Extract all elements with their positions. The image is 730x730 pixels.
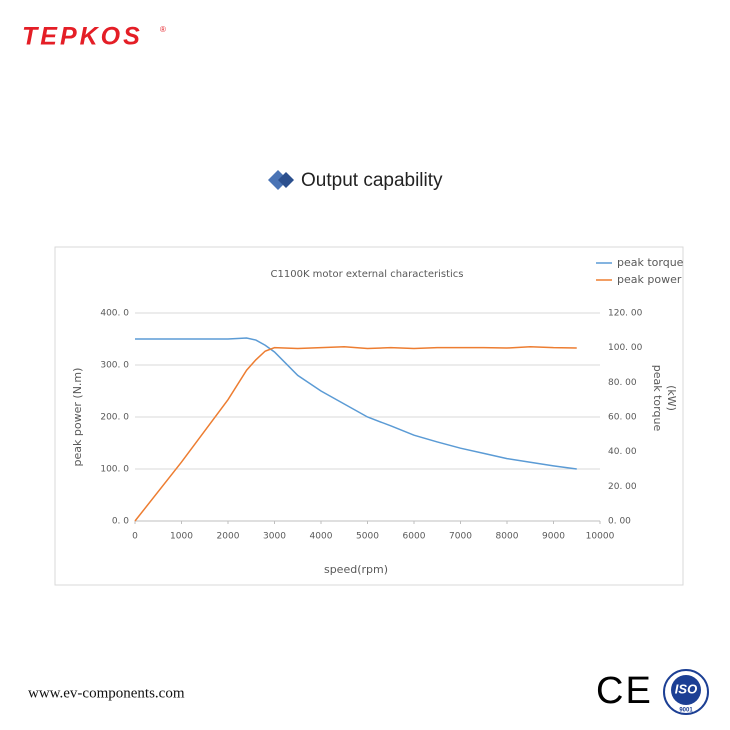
x-tick-label: 2000 — [217, 532, 240, 542]
chart: C1100K motor external characteristics 0. … — [71, 256, 684, 576]
legend-label: peak power — [617, 273, 682, 286]
heading-icon — [268, 170, 294, 190]
y-tick-label: 400. 0 — [100, 309, 129, 319]
x-tick-label: 9000 — [542, 532, 565, 542]
ce-mark: CE — [596, 670, 653, 712]
y2-tick-label: 100. 00 — [608, 343, 643, 353]
y-tick-label: 200. 0 — [100, 413, 129, 423]
x-tick-label: 4000 — [310, 532, 333, 542]
x-tick-label: 6000 — [403, 532, 426, 542]
y2-tick-label: 20. 00 — [608, 482, 637, 492]
x-tick-label: 0 — [132, 532, 138, 542]
x-tick-label: 10000 — [586, 532, 615, 542]
iso-standard: 9001 — [679, 708, 693, 714]
chart-title: C1100K motor external characteristics — [271, 269, 464, 280]
y2-tick-label: 0. 00 — [608, 517, 631, 527]
y2-axis-label: (kW) — [665, 385, 678, 411]
chart-frame — [54, 246, 684, 586]
iso-text: ISO — [675, 681, 697, 696]
x-tick-label: 1000 — [170, 532, 193, 542]
y2-axis-label: peak torque — [651, 365, 664, 432]
y2-tick-label: 40. 00 — [608, 447, 637, 457]
series-line — [134, 346, 577, 522]
y2-tick-label: 60. 00 — [608, 413, 637, 423]
y-tick-label: 300. 0 — [100, 361, 129, 371]
x-tick-label: 5000 — [356, 532, 379, 542]
y-tick-label: 100. 0 — [100, 465, 129, 475]
x-tick-label: 7000 — [449, 532, 472, 542]
x-tick-label: 3000 — [263, 532, 286, 542]
brand-logo: TEPKOS — [22, 23, 143, 51]
y2-tick-label: 80. 00 — [608, 378, 637, 388]
x-axis-label: speed(rpm) — [324, 563, 388, 576]
x-tick-label: 8000 — [496, 532, 519, 542]
y2-tick-label: 120. 00 — [608, 309, 643, 319]
registered-mark: ® — [160, 25, 166, 34]
legend-label: peak torque — [617, 256, 684, 269]
iso-badge — [663, 669, 709, 715]
y-axis-label: peak power (N.m) — [71, 368, 84, 467]
series-line — [135, 337, 577, 470]
y-tick-label: 0. 0 — [112, 517, 129, 527]
website: www.ev-components.com — [28, 685, 185, 701]
heading: Output capability — [301, 170, 443, 191]
